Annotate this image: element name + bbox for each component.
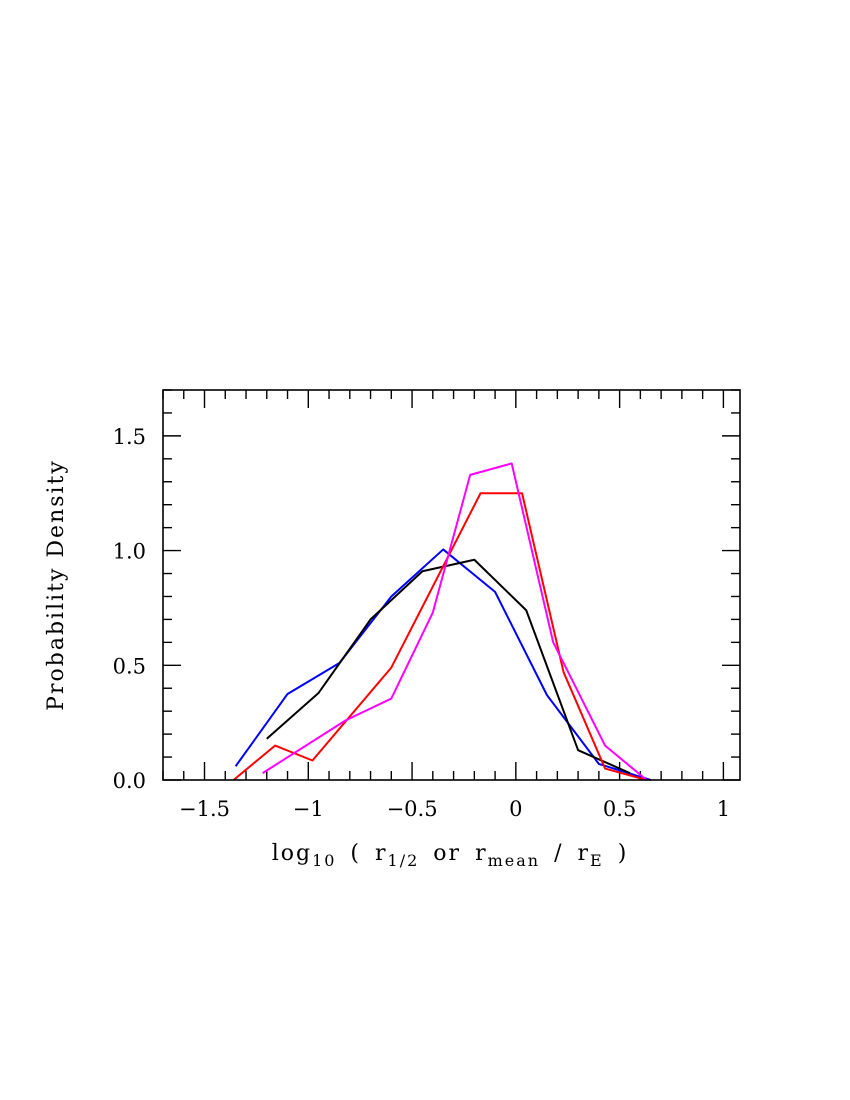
series-lines (232, 462, 652, 781)
y-axis-title: Probability Density (44, 459, 69, 711)
x-title-log-base: 10 (312, 851, 336, 870)
x-title-log: log (272, 841, 312, 866)
x-title-close-paren: ) (618, 841, 629, 866)
x-axis-title: log10(r1/2 or rmean / rE) (272, 841, 629, 870)
major-ticks (163, 390, 740, 781)
x-tick-label: 0 (509, 797, 522, 821)
y-tick-label: 0.5 (113, 654, 146, 678)
plot-frame (162, 389, 741, 781)
x-tick-label: −1.5 (179, 797, 230, 821)
x-title-r-mean-sub: mean (488, 851, 540, 870)
x-title-r-half-sub: 1/2 (388, 851, 420, 870)
y-tick-label: 1.5 (113, 425, 146, 449)
y-tick-label: 1.0 (113, 540, 146, 564)
x-tick-label: 1 (717, 797, 730, 821)
x-title-open-paren: ( (350, 841, 361, 866)
series-line-black (266, 558, 631, 775)
x-title-slash: / (554, 841, 563, 866)
minor-ticks (162, 389, 740, 780)
y-tick-label: 0.0 (113, 769, 146, 793)
x-tick-label: −1 (293, 797, 324, 821)
x-title-r-e: r (578, 841, 591, 866)
series-line-red (232, 492, 647, 781)
tick-labels: −1.5 −1 −0.5 0 0.5 1 0.0 0.5 1.0 1.5 (113, 425, 730, 821)
series-line-blue (234, 548, 652, 781)
x-title-or: or (433, 841, 461, 866)
x-tick-label: 0.5 (603, 797, 636, 821)
x-title-r-mean: r (475, 841, 488, 866)
x-tick-label: −0.5 (387, 797, 438, 821)
x-title-r-half: r (375, 841, 388, 866)
series-line-magenta (262, 462, 648, 781)
x-title-r-e-sub: E (590, 851, 604, 870)
